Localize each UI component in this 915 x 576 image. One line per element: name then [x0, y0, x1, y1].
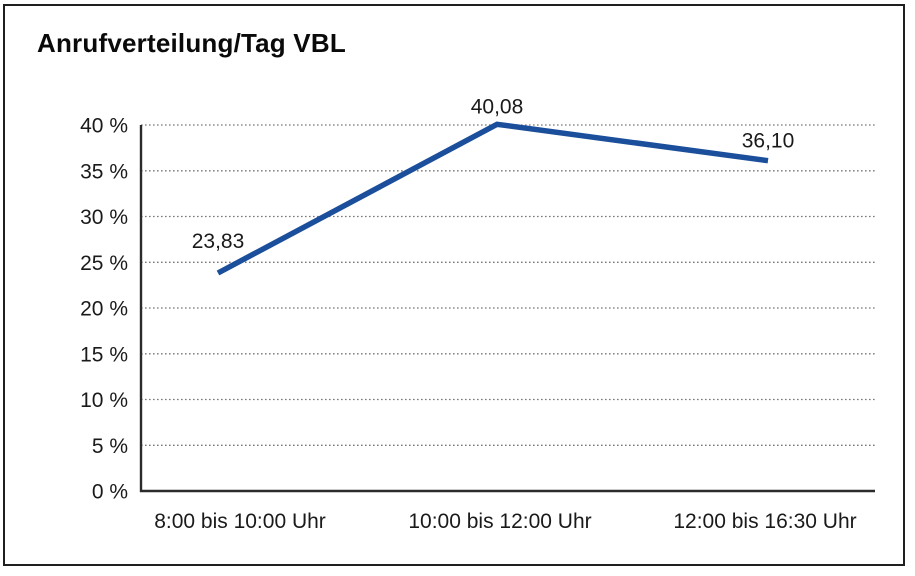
y-axis-label: 5 %: [92, 435, 128, 458]
y-axis-label: 25 %: [80, 252, 128, 275]
chart-title: Anrufverteilung/Tag VBL: [37, 28, 346, 58]
data-line: [216, 121, 769, 276]
x-axis-label: 10:00 bis 12:00 Uhr: [408, 510, 591, 533]
data-point-label: 36,10: [742, 130, 795, 153]
x-axis-label: 12:00 bis 16:30 Uhr: [673, 510, 856, 533]
x-axis-label: 8:00 bis 10:00 Uhr: [154, 510, 326, 533]
y-axis-label: 10 %: [80, 389, 128, 412]
y-axis-label: 35 %: [80, 160, 128, 183]
y-axis-label: 20 %: [80, 298, 128, 321]
chart-frame: [3, 4, 905, 566]
y-axis-label: 15 %: [80, 343, 128, 366]
data-point-label: 23,83: [192, 230, 245, 253]
y-axis-label: 0 %: [92, 481, 128, 504]
y-axis-label: 40 %: [80, 115, 128, 138]
y-axis-label: 30 %: [80, 206, 128, 229]
data-point-label: 40,08: [471, 95, 524, 118]
